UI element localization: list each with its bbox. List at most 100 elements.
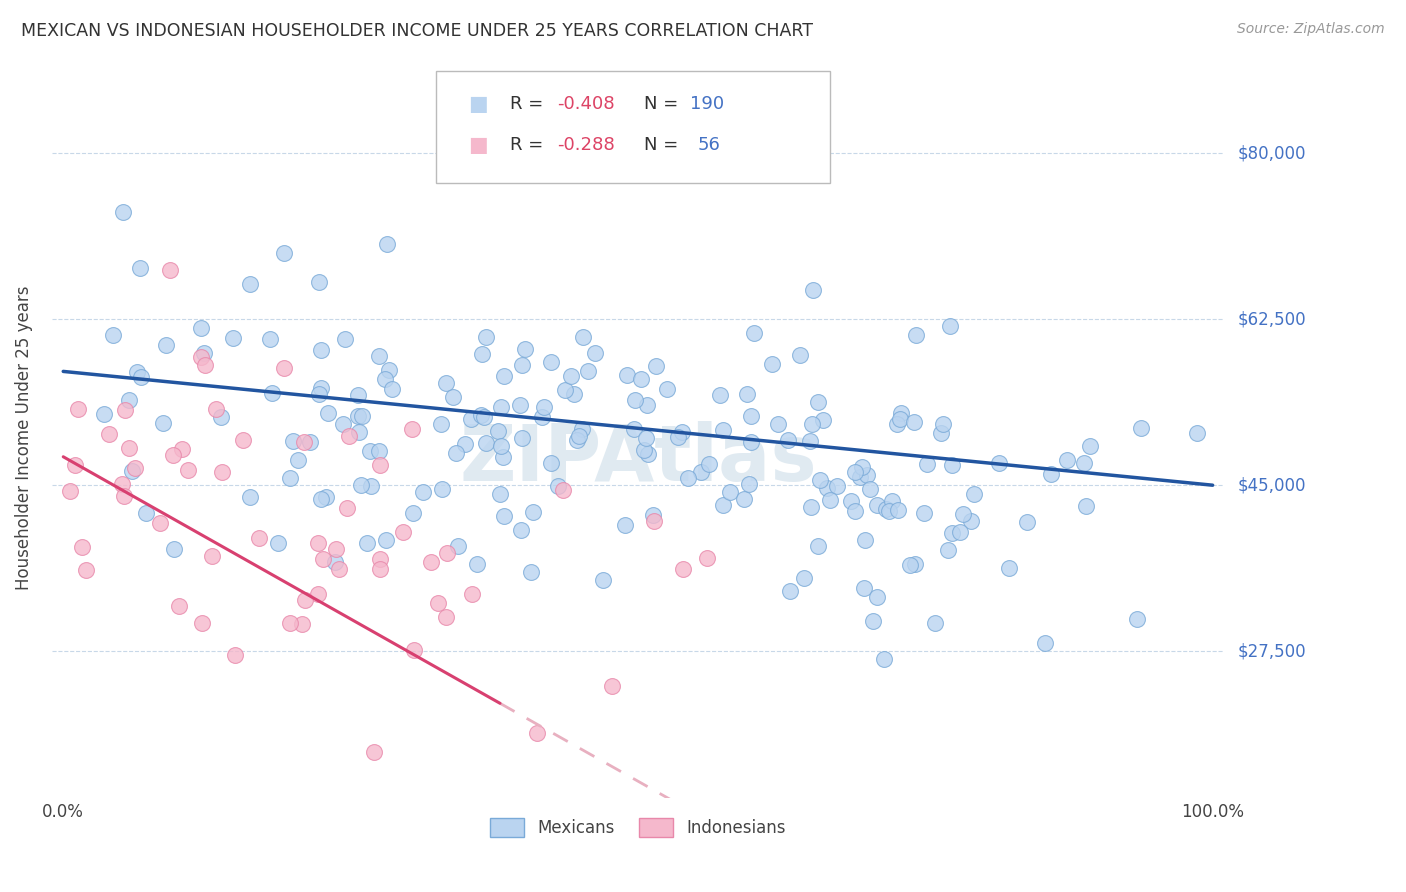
- Point: [793, 571, 815, 585]
- Point: [941, 525, 963, 540]
- Point: [738, 476, 761, 491]
- Point: [460, 412, 482, 426]
- Point: [470, 409, 492, 423]
- Text: -0.408: -0.408: [557, 95, 614, 113]
- Point: [247, 532, 270, 546]
- Point: [155, 338, 177, 352]
- Point: [259, 332, 281, 346]
- Text: ■: ■: [468, 136, 488, 155]
- Point: [768, 417, 790, 431]
- Point: [336, 501, 359, 516]
- Point: [374, 372, 396, 386]
- Point: [637, 447, 659, 461]
- Point: [381, 382, 404, 396]
- Point: [859, 482, 882, 496]
- Point: [711, 498, 734, 512]
- Point: [671, 425, 693, 440]
- Point: [949, 525, 972, 540]
- Point: [733, 491, 755, 506]
- Point: [815, 481, 838, 495]
- Point: [315, 490, 337, 504]
- Point: [287, 453, 309, 467]
- Point: [129, 261, 152, 276]
- Point: [924, 616, 946, 631]
- Legend: Mexicans, Indonesians: Mexicans, Indonesians: [484, 812, 792, 844]
- Point: [1017, 515, 1039, 529]
- Point: [194, 358, 217, 372]
- Point: [75, 562, 97, 576]
- Point: [436, 546, 458, 560]
- Point: [1033, 636, 1056, 650]
- Point: [799, 434, 821, 449]
- Point: [699, 457, 721, 471]
- Point: [110, 477, 132, 491]
- Point: [779, 584, 801, 599]
- Point: [655, 382, 678, 396]
- Point: [839, 494, 862, 508]
- Point: [368, 443, 391, 458]
- Point: [492, 450, 515, 464]
- Point: [204, 402, 226, 417]
- Point: [988, 456, 1011, 470]
- Point: [761, 358, 783, 372]
- Point: [307, 536, 329, 550]
- Point: [356, 536, 378, 550]
- Point: [873, 651, 896, 665]
- Point: [510, 524, 533, 538]
- Point: [630, 372, 652, 386]
- Point: [114, 403, 136, 417]
- Point: [127, 365, 149, 379]
- Point: [533, 400, 555, 414]
- Point: [600, 679, 623, 693]
- Point: [172, 442, 194, 456]
- Point: [592, 574, 614, 588]
- Point: [278, 615, 301, 630]
- Point: [112, 489, 135, 503]
- Point: [633, 443, 655, 458]
- Text: Source: ZipAtlas.com: Source: ZipAtlas.com: [1237, 22, 1385, 37]
- Point: [434, 610, 457, 624]
- Point: [111, 205, 134, 219]
- Point: [510, 431, 533, 445]
- Point: [266, 536, 288, 550]
- Text: $80,000: $80,000: [1239, 145, 1306, 162]
- Point: [636, 398, 658, 412]
- Point: [375, 237, 398, 252]
- Point: [368, 349, 391, 363]
- Point: [540, 457, 562, 471]
- Text: ■: ■: [468, 95, 488, 114]
- Point: [553, 483, 575, 497]
- Point: [291, 617, 314, 632]
- Point: [316, 406, 339, 420]
- Point: [152, 416, 174, 430]
- Point: [853, 533, 876, 548]
- Point: [191, 616, 214, 631]
- Point: [209, 409, 232, 424]
- Point: [494, 508, 516, 523]
- Point: [851, 460, 873, 475]
- Point: [454, 437, 477, 451]
- Point: [434, 376, 457, 391]
- Point: [378, 363, 401, 377]
- Point: [401, 422, 423, 436]
- Point: [309, 381, 332, 395]
- Point: [402, 506, 425, 520]
- Point: [232, 433, 254, 447]
- Point: [363, 744, 385, 758]
- Point: [444, 446, 467, 460]
- Point: [489, 487, 512, 501]
- Point: [307, 587, 329, 601]
- Point: [825, 478, 848, 492]
- Point: [941, 458, 963, 473]
- Point: [335, 332, 357, 346]
- Point: [880, 494, 903, 508]
- Point: [1073, 456, 1095, 470]
- Point: [427, 596, 450, 610]
- Point: [332, 417, 354, 432]
- Point: [568, 429, 591, 443]
- Point: [711, 423, 734, 437]
- Point: [70, 540, 93, 554]
- Point: [740, 435, 762, 450]
- Point: [866, 590, 889, 604]
- Point: [960, 514, 983, 528]
